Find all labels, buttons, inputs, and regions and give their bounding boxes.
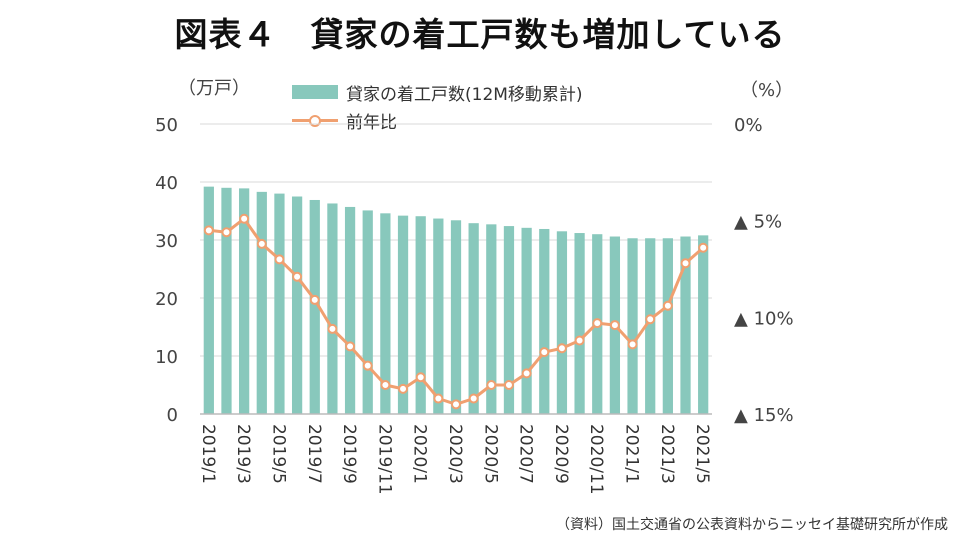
right-tick-label: ▲ 10% — [734, 308, 794, 329]
yoy-point — [451, 399, 461, 410]
yoy-point — [662, 300, 673, 311]
yoy-point — [539, 347, 550, 358]
left-tick-label: 10 — [155, 347, 178, 368]
bar — [362, 210, 373, 414]
bar — [274, 193, 285, 414]
left-tick-label: 50 — [155, 115, 178, 136]
yoy-point — [309, 294, 320, 305]
yoy-point — [698, 242, 709, 253]
yoy-point — [221, 227, 232, 238]
bar — [203, 186, 214, 414]
yoy-point — [345, 341, 356, 352]
bar — [450, 220, 462, 414]
yoy-point — [468, 393, 479, 404]
yoy-point — [274, 254, 285, 265]
bar — [486, 224, 497, 414]
x-tick-label: 2020/7 — [516, 424, 536, 484]
bar — [433, 218, 444, 414]
yoy-point — [203, 225, 214, 236]
yoy-point — [327, 323, 338, 334]
yoy-point — [521, 368, 532, 379]
yoy-point — [362, 360, 373, 371]
bar — [662, 238, 673, 414]
yoy-point — [415, 372, 426, 383]
x-tick-label: 2019/3 — [233, 424, 253, 484]
bar — [327, 203, 338, 414]
left-tick-label: 0 — [167, 405, 178, 426]
bar — [468, 223, 479, 414]
right-tick-label: ▲ 5% — [734, 212, 782, 233]
x-tick-label: 2021/5 — [692, 424, 712, 484]
x-tick-label: 2019/7 — [304, 424, 324, 484]
bar — [221, 187, 232, 414]
source-note: （資料）国土交通省の公表資料からニッセイ基礎研究所が作成 — [556, 517, 948, 533]
bar — [556, 231, 568, 414]
yoy-point — [645, 314, 656, 325]
left-tick-label: 20 — [155, 289, 178, 310]
legend-line-label: 前年比 — [346, 112, 397, 133]
left-axis-unit: （万戸） — [178, 78, 250, 99]
bar — [256, 191, 267, 414]
x-tick-label: 2019/11 — [374, 424, 394, 495]
bar — [239, 188, 250, 414]
yoy-point — [433, 393, 444, 404]
yoy-point — [627, 339, 638, 350]
bar — [680, 236, 691, 414]
bar — [627, 238, 638, 414]
yoy-point — [556, 343, 567, 354]
bar — [380, 213, 391, 414]
yoy-point — [292, 271, 303, 282]
x-tick-label: 2019/9 — [339, 424, 359, 484]
bar — [539, 228, 550, 414]
yoy-point — [574, 335, 585, 346]
bar — [521, 227, 532, 414]
yoy-point — [503, 380, 514, 390]
bar — [344, 206, 356, 414]
x-tick-label: 2021/3 — [657, 424, 677, 484]
bar — [415, 216, 426, 414]
x-tick-label: 2021/1 — [622, 424, 642, 484]
yoy-point — [680, 258, 691, 269]
left-tick-label: 40 — [155, 173, 178, 194]
chart-title: 図表４ 貸家の着工戸数も増加している — [174, 15, 786, 54]
legend-bar-label: 貸家の着工戸数(12M移動累計) — [346, 84, 583, 105]
right-tick-label: ▲ 15% — [734, 405, 794, 426]
yoy-point — [486, 380, 497, 390]
left-tick-label: 30 — [155, 231, 178, 252]
yoy-point — [239, 213, 250, 224]
x-tick-label: 2019/1 — [198, 424, 218, 484]
yoy-point — [592, 318, 603, 329]
bar — [397, 215, 409, 414]
x-tick-label: 2020/9 — [551, 424, 571, 484]
legend-bar-swatch — [292, 85, 338, 99]
x-tick-label: 2020/3 — [445, 424, 465, 484]
legend-item-bar: 貸家の着工戸数(12M移動累計) — [292, 78, 583, 106]
x-tick-label: 2020/5 — [480, 424, 500, 484]
yoy-point — [256, 238, 267, 249]
x-tick-label: 2019/5 — [268, 424, 288, 484]
bar — [291, 196, 303, 414]
right-tick-label: 0% — [734, 115, 763, 136]
bar — [698, 235, 709, 414]
x-tick-label: 2020/11 — [586, 424, 606, 495]
x-tick-label: 2020/1 — [410, 424, 430, 484]
bar — [645, 238, 656, 414]
bar — [503, 226, 515, 414]
bar — [574, 233, 585, 414]
yoy-point — [609, 320, 620, 331]
right-axis-unit: （%） — [740, 80, 794, 101]
bar — [309, 199, 320, 414]
yoy-point — [398, 383, 409, 394]
yoy-point — [380, 380, 391, 390]
